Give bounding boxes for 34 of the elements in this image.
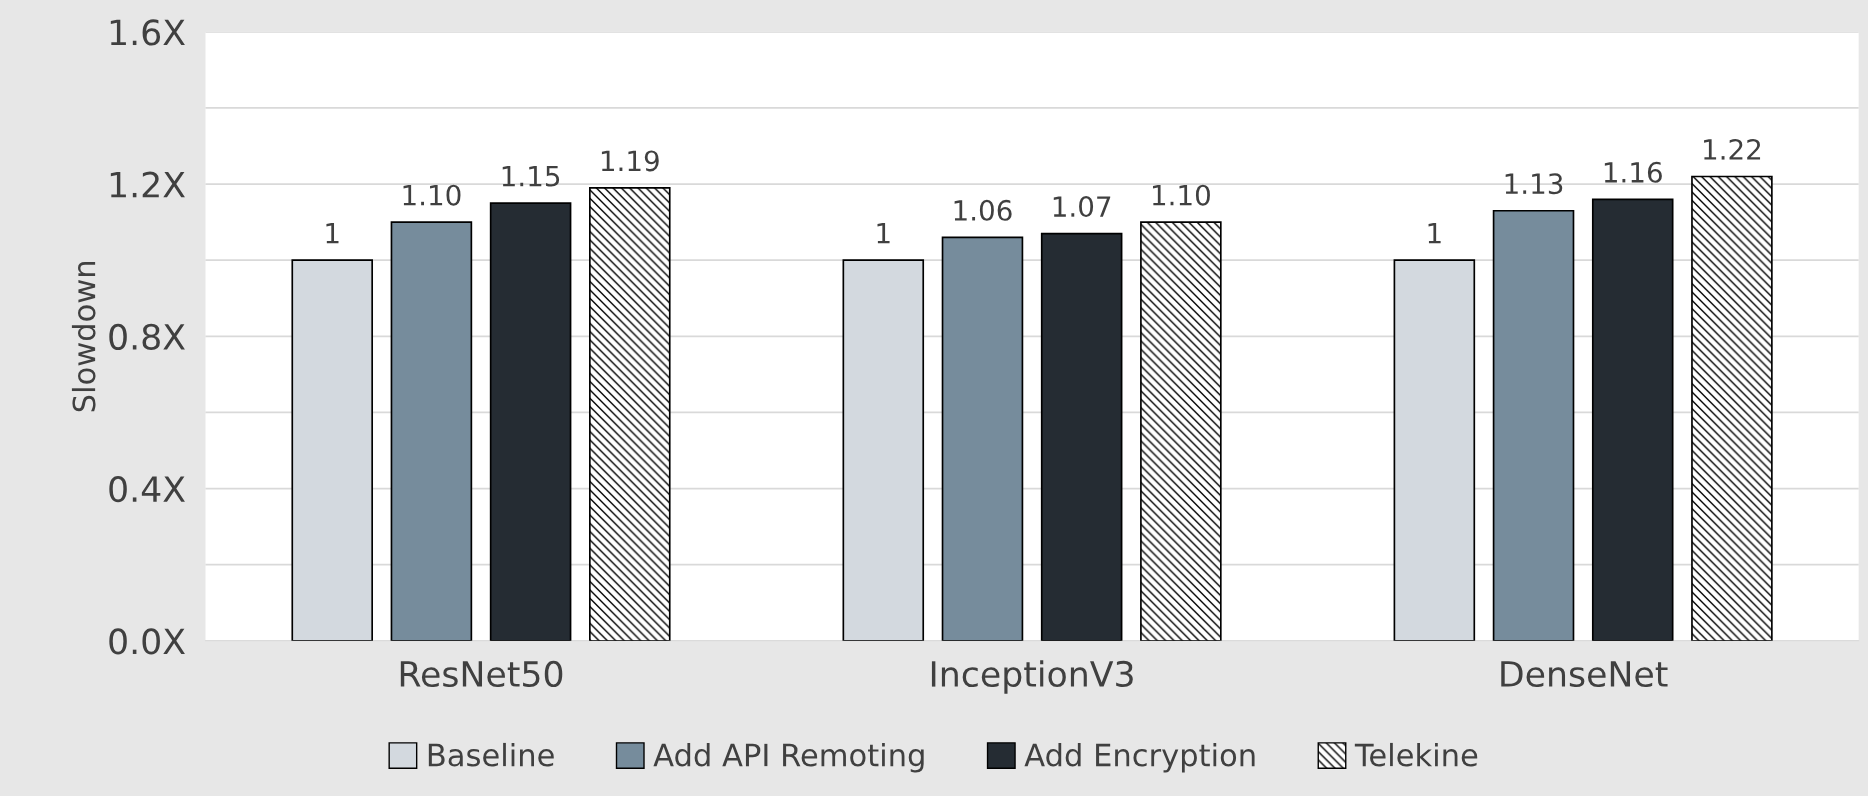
bar <box>589 187 671 641</box>
bar <box>390 221 473 641</box>
bar <box>489 202 572 641</box>
legend-label: Add Encryption <box>1024 742 1255 773</box>
data-label: 1 <box>1428 223 1441 244</box>
data-label: 1 <box>877 223 890 244</box>
data-label: 1.22 <box>1704 138 1761 160</box>
legend-label: Add API Remoting <box>653 742 924 773</box>
data-label: 1 <box>326 223 339 244</box>
bar <box>1691 175 1773 641</box>
bar <box>1040 232 1123 641</box>
legend-label: Baseline <box>428 742 554 767</box>
data-label: 1.10 <box>1152 184 1210 206</box>
data-label: 1.15 <box>502 165 560 187</box>
legend-label: Telekine <box>1354 742 1478 767</box>
data-label: 1.06 <box>954 199 1012 221</box>
bar <box>1492 209 1575 641</box>
y-axis-title: Slowdown <box>71 261 96 412</box>
y-tick-label: 1.6X <box>110 19 185 46</box>
x-tick-label: ResNet50 <box>400 660 563 688</box>
x-tick-label: DenseNet <box>1501 661 1668 688</box>
data-label: 1.19 <box>601 150 659 172</box>
bar <box>1591 198 1674 641</box>
data-label: 1.13 <box>1505 173 1563 195</box>
bar <box>941 236 1024 641</box>
data-label: 1.16 <box>1604 161 1662 183</box>
x-tick-label: InceptionV3 <box>931 660 1133 694</box>
y-tick-label: 0.8X <box>109 323 185 350</box>
y-tick-label: 0.4X <box>109 475 185 503</box>
y-tick-label: 1.2X <box>110 171 185 198</box>
bar <box>1140 221 1222 641</box>
y-tick-label: 0.0X <box>109 628 185 655</box>
data-label: 1.07 <box>1053 196 1111 218</box>
data-label: 1.10 <box>403 184 461 206</box>
